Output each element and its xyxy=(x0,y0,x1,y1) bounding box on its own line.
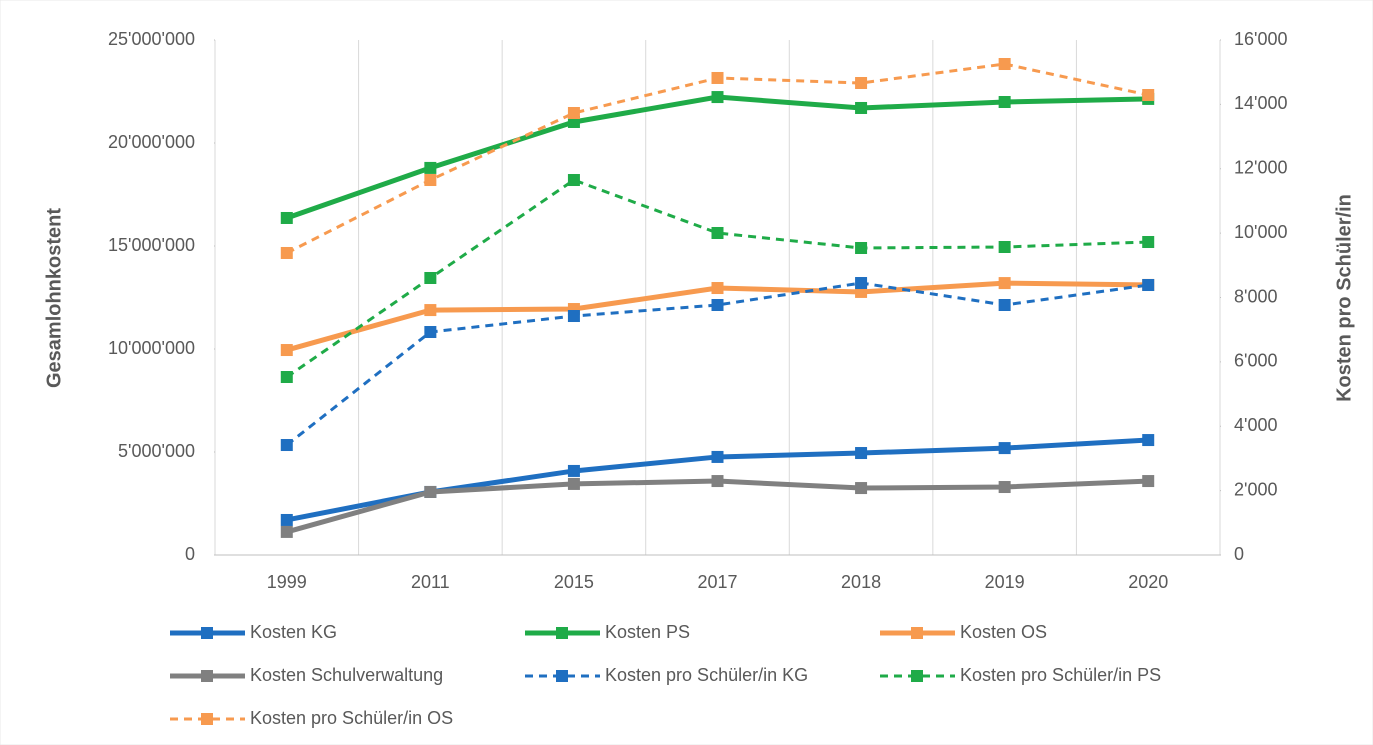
y-tick-label: 10'000'000 xyxy=(108,338,195,358)
legend-label: Kosten Schulverwaltung xyxy=(250,665,443,685)
y2-tick-label: 16'000 xyxy=(1234,29,1288,49)
legend-label: Kosten OS xyxy=(960,622,1047,642)
x-tick-label: 2017 xyxy=(697,572,737,592)
point xyxy=(280,371,293,384)
point xyxy=(280,439,293,452)
y-tick-label: 15'000'000 xyxy=(108,235,195,255)
y-tick-label: 25'000'000 xyxy=(108,29,195,49)
legend-label: Kosten PS xyxy=(605,622,690,642)
point xyxy=(711,226,724,239)
point xyxy=(998,277,1011,290)
point xyxy=(424,304,437,317)
point xyxy=(855,241,868,254)
y2-tick-label: 14'000 xyxy=(1234,93,1288,113)
point xyxy=(567,464,580,477)
point xyxy=(711,450,724,463)
y2-tick-label: 0 xyxy=(1234,544,1244,564)
point xyxy=(1142,434,1155,447)
x-tick-label: 2019 xyxy=(985,572,1025,592)
point xyxy=(280,525,293,538)
y-tick-label: 5'000'000 xyxy=(118,441,195,461)
legend-label: Kosten pro Schüler/in OS xyxy=(250,708,453,728)
point xyxy=(424,174,437,187)
legend-marker xyxy=(201,713,213,725)
point xyxy=(998,240,1011,253)
point xyxy=(424,271,437,284)
point xyxy=(711,475,724,488)
point xyxy=(567,107,580,120)
legend-label: Kosten pro Schüler/in PS xyxy=(960,665,1161,685)
legend-marker xyxy=(911,670,923,682)
point xyxy=(711,282,724,295)
y-tick-label: 20'000'000 xyxy=(108,132,195,152)
point xyxy=(1142,475,1155,488)
y2-tick-label: 2'000 xyxy=(1234,479,1277,499)
x-tick-label: 2011 xyxy=(411,572,450,592)
y2-axis-title: Kosten pro Schüler/in xyxy=(1333,194,1355,402)
point xyxy=(711,298,724,311)
point xyxy=(998,58,1011,71)
y2-tick-label: 12'000 xyxy=(1234,158,1288,178)
point xyxy=(998,96,1011,109)
point xyxy=(424,161,437,174)
y-axis-title: Gesamlohnkostent xyxy=(43,208,65,388)
point xyxy=(280,211,293,224)
point xyxy=(855,101,868,114)
point xyxy=(711,91,724,104)
point xyxy=(998,442,1011,455)
legend-marker xyxy=(556,627,568,639)
point xyxy=(855,447,868,460)
legend-marker xyxy=(911,627,923,639)
x-tick-label: 2015 xyxy=(554,572,594,592)
point xyxy=(998,298,1011,311)
legend-label: Kosten pro Schüler/in KG xyxy=(605,665,808,685)
y2-tick-label: 10'000 xyxy=(1234,222,1288,242)
point xyxy=(280,246,293,259)
x-tick-label: 1999 xyxy=(267,572,307,592)
point xyxy=(1142,89,1155,102)
point xyxy=(567,477,580,490)
y2-tick-label: 8'000 xyxy=(1234,286,1277,306)
legend-marker xyxy=(556,670,568,682)
point xyxy=(280,513,293,526)
point xyxy=(1142,279,1155,292)
y2-tick-label: 6'000 xyxy=(1234,351,1277,371)
x-tick-label: 2018 xyxy=(841,572,881,592)
point xyxy=(567,174,580,187)
point xyxy=(424,326,437,339)
x-tick-label: 2020 xyxy=(1128,572,1168,592)
y-tick-label: 0 xyxy=(185,544,195,564)
legend-marker xyxy=(201,627,213,639)
point xyxy=(855,277,868,290)
point xyxy=(855,482,868,495)
point xyxy=(711,71,724,84)
point xyxy=(424,485,437,498)
point xyxy=(1142,236,1155,249)
legend-label: Kosten KG xyxy=(250,622,337,642)
y2-tick-label: 4'000 xyxy=(1234,415,1277,435)
point xyxy=(855,77,868,90)
legend-marker xyxy=(201,670,213,682)
point xyxy=(998,481,1011,494)
point xyxy=(567,310,580,323)
point xyxy=(280,344,293,357)
